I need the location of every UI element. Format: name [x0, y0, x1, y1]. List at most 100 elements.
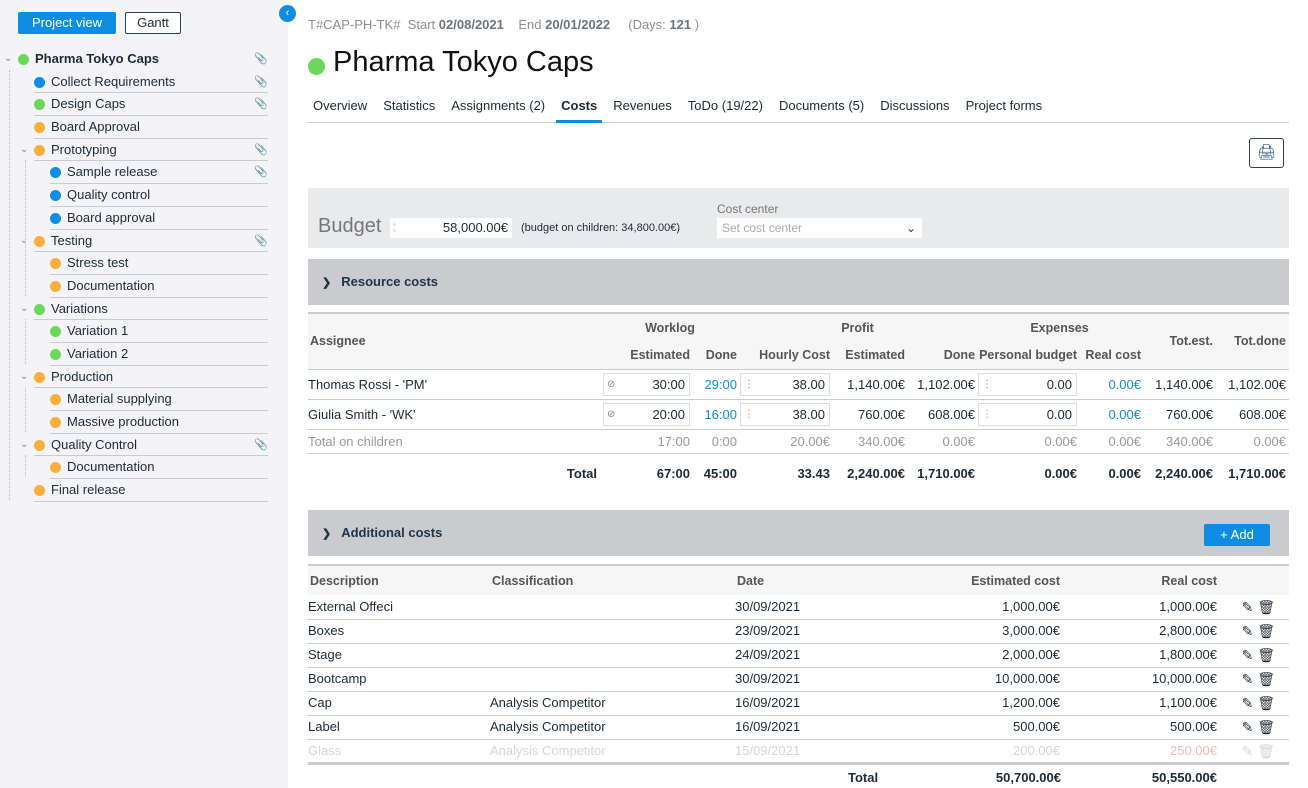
tree-item-row: Design Caps 📎: [34, 93, 268, 117]
tab-costs[interactable]: Costs: [556, 94, 603, 123]
trash-icon[interactable]: 🗑: [1257, 671, 1275, 687]
tree-item[interactable]: ⌄ Variations: [0, 298, 288, 321]
tree-item-label: Final release: [51, 482, 126, 498]
additional-costs-header[interactable]: ❯ Additional costs + Add: [308, 510, 1289, 556]
row-actions: ✎ 🗑: [1222, 667, 1289, 692]
edit-icon[interactable]: ✎: [1241, 598, 1254, 615]
done-link[interactable]: 16:00: [693, 398, 740, 429]
add-cost-button[interactable]: + Add: [1204, 524, 1270, 546]
description: Bootcamp: [308, 667, 490, 692]
tree-guide: [25, 319, 26, 364]
edit-icon[interactable]: ✎: [1241, 623, 1254, 639]
tree-item-row: Board approval: [50, 207, 268, 230]
edit-icon[interactable]: ✎: [1241, 719, 1254, 735]
trash-icon[interactable]: 🗑: [1257, 598, 1275, 615]
edit-icon[interactable]: ✎: [1241, 647, 1254, 663]
tab-project-forms[interactable]: Project forms: [965, 98, 1043, 113]
attachment-icon[interactable]: 📎: [254, 75, 268, 88]
tab-todo[interactable]: ToDo (19/22): [687, 98, 763, 113]
edit-icon[interactable]: ✎: [1241, 671, 1254, 687]
tree-item[interactable]: Stress test: [0, 252, 288, 275]
estimated-input[interactable]: ⊘ 20:00: [603, 402, 690, 426]
chevron-down-icon[interactable]: ⌄: [4, 53, 13, 64]
chevron-down-icon[interactable]: ⌄: [20, 302, 29, 314]
classification: Analysis Competitor: [490, 691, 735, 716]
estimated-input[interactable]: ⊘ 30:00: [603, 372, 690, 396]
col-tot-est: Tot.est.: [1144, 313, 1217, 369]
attachment-icon[interactable]: 📎: [254, 166, 268, 179]
tab-assignments[interactable]: Assignments (2): [451, 98, 546, 113]
classification: [490, 643, 735, 668]
chevron-down-icon[interactable]: ⌄: [20, 234, 29, 246]
personal-budget-input[interactable]: ⋮ 0.00: [978, 372, 1078, 396]
tab-statistics[interactable]: Statistics: [383, 98, 436, 113]
tree-item[interactable]: Variation 1: [0, 320, 288, 343]
real-cost-link[interactable]: 0.00€: [1080, 398, 1145, 429]
tree-item[interactable]: ⌄ Testing 📎: [0, 230, 288, 253]
real-cost: 1,100.00€: [1065, 691, 1222, 716]
spinner-icon: ◦ ◦: [393, 220, 396, 235]
real-cost: 1,000.00€: [1065, 595, 1222, 620]
tree-item[interactable]: Board approval: [0, 207, 288, 230]
project-view-button[interactable]: Project view: [18, 12, 116, 34]
cost-center-select[interactable]: Set cost center ⌄: [717, 218, 922, 238]
tab-discussions[interactable]: Discussions: [880, 98, 950, 113]
tab-overview[interactable]: Overview: [313, 98, 368, 113]
gantt-button[interactable]: Gantt: [125, 12, 181, 34]
tree-item[interactable]: Design Caps 📎: [0, 93, 288, 117]
trash-icon[interactable]: 🗑: [1257, 647, 1275, 663]
attachment-icon[interactable]: 📎: [254, 53, 268, 65]
tab-documents[interactable]: Documents (5): [778, 98, 865, 113]
real-cost-link[interactable]: 0.00€: [1080, 368, 1145, 399]
hourly-cost-input[interactable]: ⋮ 38.00: [740, 402, 830, 426]
collapse-sidebar-icon[interactable]: ‹: [279, 5, 296, 22]
print-button[interactable]: 🖨: [1249, 138, 1284, 168]
budget-input[interactable]: ◦ ◦ 58,000.00€: [390, 218, 512, 238]
edit-icon[interactable]: ✎: [1241, 695, 1254, 711]
tree-item[interactable]: Collect Requirements 📎: [0, 71, 288, 94]
tree-item[interactable]: Quality control: [0, 184, 288, 207]
hourly-cost-input[interactable]: ⋮ 38.00: [740, 372, 830, 396]
tab-revenues[interactable]: Revenues: [613, 98, 672, 113]
tot-est: 2,240.00€: [1144, 452, 1217, 493]
tree-item[interactable]: ⌄ Quality Control 📎: [0, 434, 288, 457]
tree-item[interactable]: Variation 2: [0, 343, 288, 366]
tree-guide: [25, 160, 26, 250]
trash-icon[interactable]: 🗑: [1257, 743, 1275, 760]
chevron-down-icon[interactable]: ⌄: [20, 438, 29, 450]
tree-item[interactable]: Final release: [0, 479, 288, 502]
status-dot-icon: [34, 144, 45, 156]
tree-item[interactable]: Sample release 📎: [0, 161, 288, 185]
tree-item-label: Stress test: [67, 255, 129, 271]
tree-item[interactable]: ⌄ Production: [0, 366, 288, 389]
status-dot-icon: [50, 394, 61, 406]
tree-item[interactable]: Massive production: [0, 411, 288, 434]
resource-costs-header[interactable]: ❯ Resource costs: [308, 259, 1289, 305]
attachment-icon[interactable]: 📎: [254, 98, 268, 111]
tree-item[interactable]: ⌄ Prototyping 📎: [0, 139, 288, 162]
edit-icon[interactable]: ✎: [1241, 743, 1254, 760]
tree-item[interactable]: ⌄ Pharma Tokyo Caps 📎: [0, 48, 288, 71]
real-cost: 10,000.00€: [1065, 667, 1222, 692]
personal-budget-input[interactable]: ⋮ 0.00: [978, 402, 1078, 426]
trash-icon[interactable]: 🗑: [1257, 719, 1275, 735]
tree-item[interactable]: Board Approval: [0, 116, 288, 139]
date: 15/09/2021: [735, 743, 801, 759]
trash-icon[interactable]: 🗑: [1257, 695, 1275, 711]
status-dot-icon: [34, 76, 45, 88]
total-label: Total: [308, 452, 603, 493]
done-link[interactable]: 29:00: [693, 368, 740, 399]
project-meta: T#CAP-PH-TK# Start 02/08/2021 End 20/01/…: [308, 17, 699, 32]
attachment-icon[interactable]: 📎: [254, 234, 268, 247]
tree-item[interactable]: Documentation: [0, 456, 288, 480]
attachment-icon[interactable]: 📎: [254, 438, 268, 451]
tree-item[interactable]: Material supplying: [0, 388, 288, 411]
days-label: (Days:: [628, 17, 666, 32]
col-personal-budget: Personal budget: [978, 341, 1081, 369]
tree-item[interactable]: Documentation: [0, 275, 288, 298]
trash-icon[interactable]: 🗑: [1257, 623, 1275, 639]
chevron-down-icon[interactable]: ⌄: [20, 143, 29, 155]
chevron-down-icon: ❯: [322, 528, 332, 540]
chevron-down-icon[interactable]: ⌄: [20, 370, 29, 382]
attachment-icon[interactable]: 📎: [254, 143, 268, 156]
